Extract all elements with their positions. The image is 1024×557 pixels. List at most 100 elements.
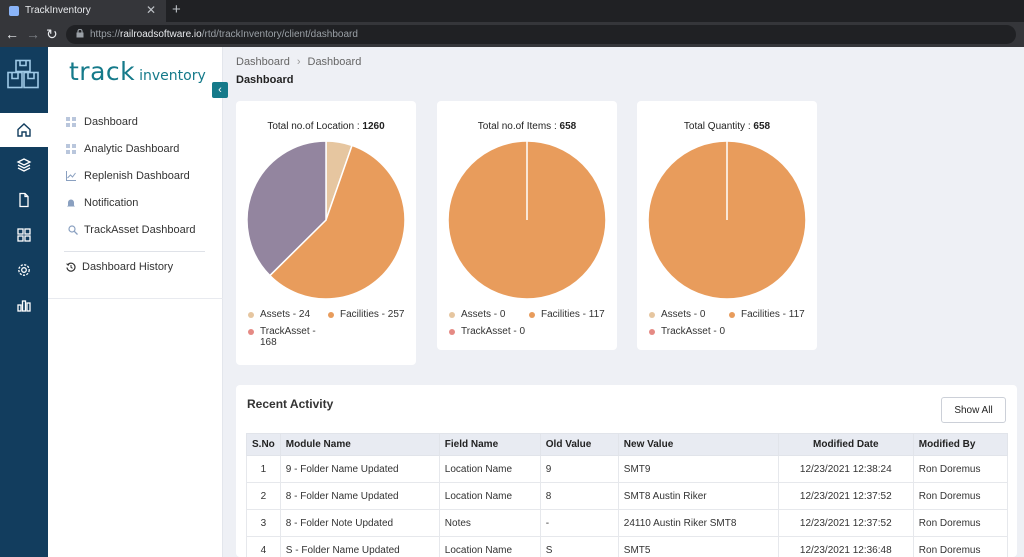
column-header[interactable]: S.No [246, 433, 281, 456]
grid-icon [17, 228, 31, 242]
side-menu: track inventory ‹ Dashboard Analytic Dash… [48, 47, 228, 557]
quantity-summary-card: Total Quantity : 658 Assets - 0 Faciliti… [637, 101, 817, 350]
document-icon [19, 192, 29, 208]
cell-modified-by: Ron Doremus [912, 482, 1009, 510]
chevron-right-icon: › [296, 56, 301, 68]
app-rail [0, 47, 48, 557]
column-header[interactable]: Module Name [279, 433, 440, 456]
favicon-icon [9, 6, 19, 16]
cell-old-value: S [539, 536, 619, 557]
cell-module: 9 - Folder Name Updated [279, 455, 440, 483]
rail-documents[interactable] [0, 183, 48, 217]
back-icon[interactable]: ← [5, 26, 19, 42]
legend-item-assets: Assets - 24 [248, 309, 310, 320]
cell-new-value: 24110 Austin Riker SMT8 [617, 509, 779, 537]
page-title: Dashboard [236, 74, 294, 86]
browser-nav-bar: ← → ↻ https://railroadsoftware.io/rtd/tr… [0, 22, 1024, 47]
cell-new-value: SMT5 [617, 536, 779, 557]
menu-item-analytic-dashboard[interactable]: Analytic Dashboard [66, 142, 179, 156]
address-bar[interactable]: https://railroadsoftware.io/rtd/trackInv… [66, 25, 1016, 44]
table-row[interactable]: 2 8 - Folder Name Updated Location Name … [246, 482, 1009, 510]
grid-icon [66, 144, 76, 154]
breadcrumb-root[interactable]: Dashboard [236, 56, 290, 68]
legend-dot [649, 312, 655, 318]
new-tab-icon[interactable]: + [172, 1, 181, 18]
cell-module: S - Folder Name Updated [279, 536, 440, 557]
rail-settings[interactable] [0, 253, 48, 287]
column-header[interactable]: Modified By [912, 433, 1009, 456]
cell-field: Location Name [438, 536, 541, 557]
menu-item-label: Replenish Dashboard [84, 170, 190, 182]
column-header[interactable]: New Value [617, 433, 779, 456]
history-icon [66, 262, 76, 272]
brand-logo[interactable]: track inventory [69, 57, 206, 86]
table-header-row: S.No Module Name Field Name Old Value Ne… [246, 433, 1009, 456]
quantity-pie-chart [647, 140, 807, 300]
card-title: Total no.of Location : 1260 [267, 121, 385, 132]
cell-sno: 1 [246, 455, 281, 483]
menu-item-trackasset-dashboard[interactable]: TrackAsset Dashboard [68, 223, 195, 237]
items-summary-card: Total no.of Items : 658 Assets - 0 Facil… [437, 101, 617, 350]
legend-item-trackasset: TrackAsset - 0 [649, 326, 725, 337]
chevron-left-icon: ‹ [218, 84, 222, 96]
line-chart-icon [66, 171, 76, 181]
table-row[interactable]: 3 8 - Folder Note Updated Notes - 24110 … [246, 509, 1009, 537]
legend-item-facilities: Facilities - 117 [529, 309, 605, 320]
cell-sno: 4 [246, 536, 281, 557]
menu-item-notification[interactable]: Notification [66, 196, 138, 210]
browser-tab[interactable]: TrackInventory ✕ [0, 0, 166, 22]
cell-new-value: SMT9 [617, 455, 779, 483]
show-all-button[interactable]: Show All [941, 397, 1006, 423]
bell-icon [67, 199, 75, 207]
cell-new-value: SMT8 Austin Riker [617, 482, 779, 510]
tab-title: TrackInventory [25, 5, 91, 16]
reload-icon[interactable]: ↻ [46, 26, 58, 42]
menu-item-dashboard-history[interactable]: Dashboard History [66, 260, 173, 274]
card-title: Total no.of Items : 658 [477, 121, 577, 132]
table-row[interactable]: 4 S - Folder Name Updated Location Name … [246, 536, 1009, 557]
cell-old-value: - [539, 509, 619, 537]
grid-icon [66, 117, 76, 127]
legend-dot [649, 329, 655, 335]
recent-activity-panel: Recent Activity Show All S.No Module Nam… [236, 385, 1017, 557]
legend-item-facilities: Facilities - 117 [729, 309, 805, 320]
cell-field: Location Name [438, 455, 541, 483]
lock-icon [76, 29, 84, 38]
boxes-logo-icon [7, 59, 39, 89]
rail-reports[interactable] [0, 288, 48, 322]
cell-modified-date: 12/23/2021 12:36:48 [777, 536, 914, 557]
close-tab-icon[interactable]: ✕ [146, 3, 157, 17]
breadcrumb-current: Dashboard [307, 56, 362, 68]
cell-modified-date: 12/23/2021 12:37:52 [777, 509, 914, 537]
legend-dot [328, 312, 334, 318]
rail-apps[interactable] [0, 218, 48, 252]
cell-old-value: 9 [539, 455, 619, 483]
legend-item-facilities: Facilities - 257 [328, 309, 404, 320]
browser-tab-bar: TrackInventory ✕ + [0, 0, 1024, 22]
pie-slice-facilities[interactable] [268, 144, 406, 300]
cell-module: 8 - Folder Name Updated [279, 482, 440, 510]
forward-icon[interactable]: → [26, 26, 40, 42]
pie-slice-trackasset[interactable] [246, 140, 327, 277]
menu-item-label: TrackAsset Dashboard [84, 224, 196, 236]
cell-sno: 3 [246, 509, 281, 537]
cell-modified-by: Ron Doremus [912, 455, 1009, 483]
cell-modified-by: Ron Doremus [912, 509, 1009, 537]
column-header[interactable]: Field Name [438, 433, 541, 456]
rail-layers[interactable] [0, 148, 48, 182]
menu-item-replenish-dashboard[interactable]: Replenish Dashboard [66, 169, 190, 183]
cell-field: Location Name [438, 482, 541, 510]
table-row[interactable]: 1 9 - Folder Name Updated Location Name … [246, 455, 1009, 483]
rail-home[interactable] [0, 113, 48, 147]
legend-dot [449, 312, 455, 318]
menu-item-label: Dashboard [84, 116, 138, 128]
cell-modified-date: 12/23/2021 12:38:24 [777, 455, 914, 483]
collapse-menu-button[interactable]: ‹ [212, 82, 228, 98]
bar-chart-icon [17, 300, 31, 312]
column-header[interactable]: Modified Date [777, 433, 914, 456]
column-header[interactable]: Old Value [539, 433, 619, 456]
home-icon [17, 123, 31, 137]
menu-item-dashboard[interactable]: Dashboard [66, 115, 138, 129]
legend-dot [449, 329, 455, 335]
items-pie-chart [447, 140, 607, 300]
